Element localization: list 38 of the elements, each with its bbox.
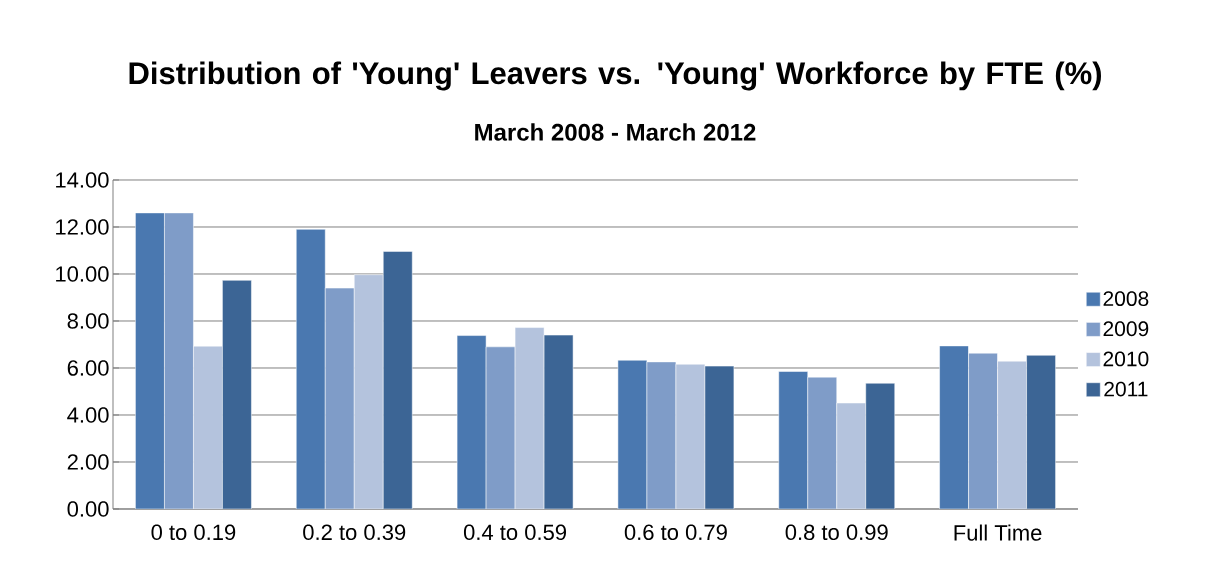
x-tick-label: Full Time — [954, 524, 1042, 541]
bar — [193, 345, 223, 509]
bar — [807, 376, 837, 509]
x-tick-label: 0.4 to 0.59 — [463, 524, 567, 541]
bar — [997, 360, 1027, 509]
bar — [617, 359, 648, 509]
bar — [675, 363, 706, 509]
y-tick-label: 2.00 — [67, 454, 109, 470]
bar — [968, 352, 998, 509]
bar — [135, 212, 165, 509]
bar — [646, 361, 677, 509]
bar — [296, 229, 326, 509]
legend-label: 2008 — [1103, 291, 1149, 307]
x-tick-label: 0.2 to 0.39 — [303, 524, 406, 541]
bar — [939, 345, 969, 509]
y-tick-label: 14.00 — [56, 172, 109, 188]
bar — [514, 327, 545, 509]
y-tick-label: 0.00 — [67, 501, 109, 517]
chart-title: Distribution of 'Young' Leavers vs. 'Young' Workforce by FTE (%) — [129, 61, 1101, 91]
bar — [836, 402, 866, 509]
legend-label: 2011 — [1104, 381, 1148, 397]
legend-label: 2010 — [1103, 351, 1149, 367]
bar — [354, 274, 384, 509]
y-tick-label: 10.00 — [56, 266, 109, 282]
x-tick-label: 0.8 to 0.99 — [785, 524, 888, 541]
legend-label: 2009 — [1103, 321, 1149, 337]
bar — [456, 335, 487, 509]
y-tick-label: 8.00 — [67, 313, 109, 329]
y-tick-label: 6.00 — [67, 360, 109, 376]
bar — [485, 346, 516, 509]
x-tick-label: 0.6 to 0.79 — [624, 524, 727, 541]
bar — [325, 287, 355, 509]
y-tick-label: 12.00 — [56, 219, 109, 235]
chart-subtitle: March 2008 - March 2012 — [475, 123, 756, 141]
bar — [164, 212, 194, 509]
y-tick-label: 4.00 — [67, 407, 109, 423]
bar — [778, 371, 808, 509]
x-tick-label: 0 to 0.19 — [151, 524, 236, 541]
